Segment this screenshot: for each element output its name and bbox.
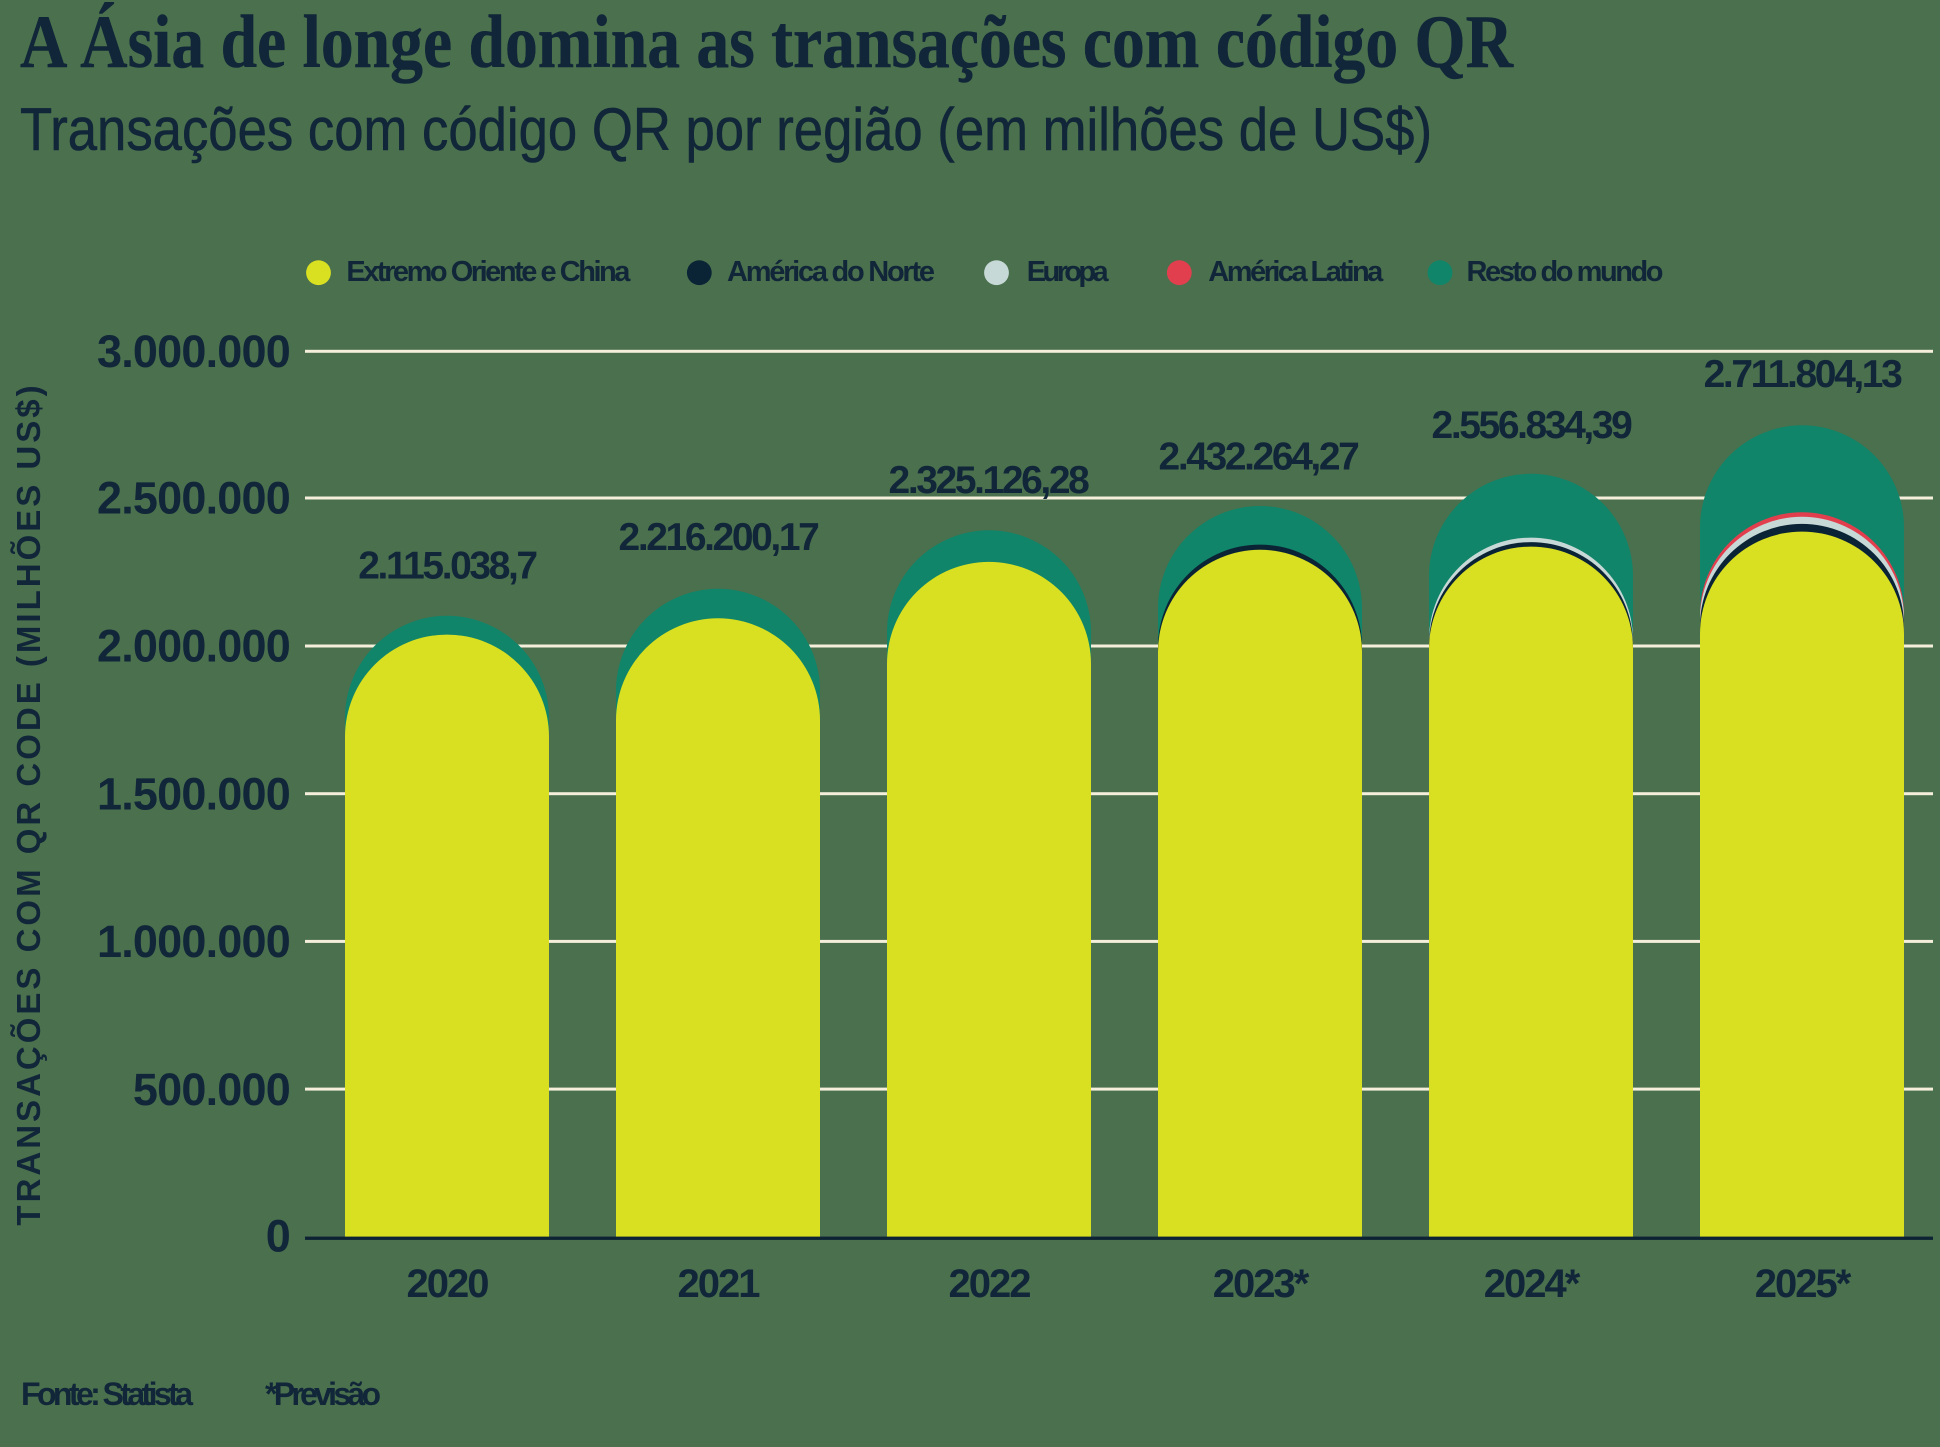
svg-text:1.500.000: 1.500.000 <box>97 768 290 819</box>
svg-text:2021: 2021 <box>678 1262 761 1306</box>
svg-text:2.711.804,13: 2.711.804,13 <box>1704 353 1902 396</box>
svg-text:3.000.000: 3.000.000 <box>97 326 290 377</box>
svg-text:2.556.834,39: 2.556.834,39 <box>1432 404 1633 447</box>
svg-text:2025*: 2025* <box>1755 1262 1852 1306</box>
svg-text:Europa: Europa <box>1027 256 1110 288</box>
svg-text:2024*: 2024* <box>1484 1262 1581 1306</box>
svg-text:Extremo Oriente e China: Extremo Oriente e China <box>346 256 631 288</box>
svg-text:2023*: 2023* <box>1213 1262 1310 1306</box>
svg-text:2022: 2022 <box>949 1262 1031 1306</box>
svg-text:2.000.000: 2.000.000 <box>97 621 290 672</box>
svg-text:América Latina: América Latina <box>1208 256 1384 288</box>
svg-text:500.000: 500.000 <box>133 1064 290 1115</box>
svg-text:*Previsão: *Previsão <box>265 1376 381 1412</box>
svg-text:América do Norte: América do Norte <box>727 256 935 288</box>
svg-text:2.216.200,17: 2.216.200,17 <box>619 516 819 559</box>
svg-text:A Ásia de longe domina as tran: A Ásia de longe domina as transações com… <box>20 1 1514 84</box>
svg-text:TRANSAÇÕES COM QR CODE (MILHÕE: TRANSAÇÕES COM QR CODE (MILHÕES US$) <box>10 382 47 1225</box>
svg-text:2.115.038,7: 2.115.038,7 <box>358 545 536 588</box>
svg-text:2.500.000: 2.500.000 <box>97 473 290 524</box>
svg-text:2.432.264,27: 2.432.264,27 <box>1159 435 1359 478</box>
svg-text:1.000.000: 1.000.000 <box>97 916 290 967</box>
svg-text:2020: 2020 <box>407 1262 489 1306</box>
svg-text:2.325.126,28: 2.325.126,28 <box>889 459 1090 502</box>
svg-text:Transações com código QR por r: Transações com código QR por região (em … <box>20 96 1432 163</box>
svg-text:Resto do mundo: Resto do mundo <box>1467 256 1664 288</box>
svg-text:0: 0 <box>266 1211 290 1262</box>
svg-text:Fonte: Statista: Fonte: Statista <box>21 1376 193 1412</box>
